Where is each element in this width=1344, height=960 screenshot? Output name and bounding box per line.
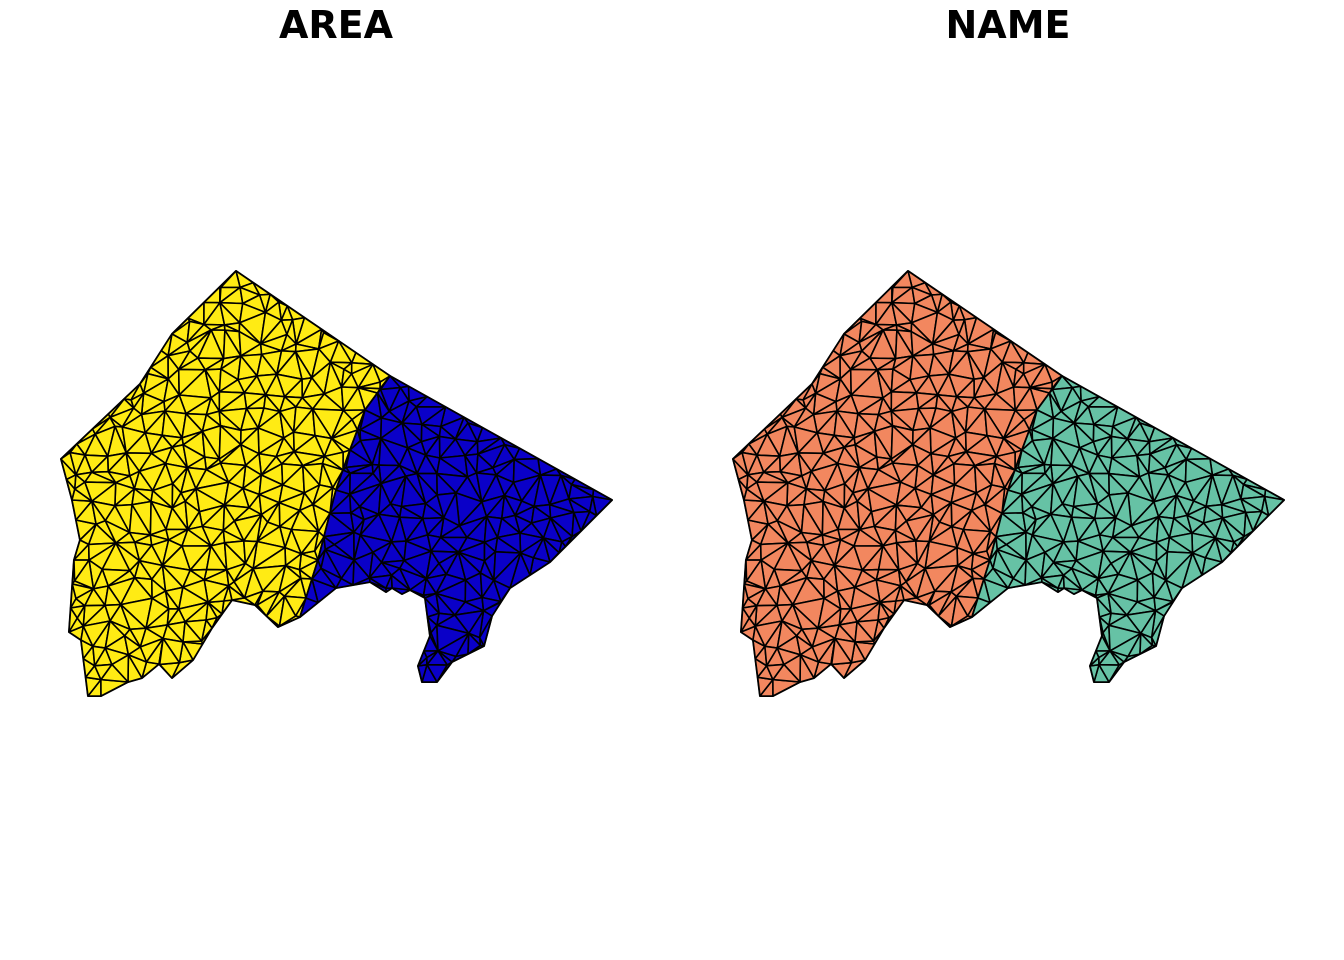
west-name-mesh-triangle [745,559,767,590]
west-name-mesh-triangle [854,620,875,643]
west-name-mesh-triangle [879,584,902,604]
east-name-mesh-triangle [1191,537,1217,559]
east-name-mesh-triangle [1153,596,1174,612]
west-name-mesh-triangle [830,661,853,679]
west-area-mesh-triangle [76,604,86,627]
west-name-mesh-triangle [765,663,785,681]
west-area-mesh-triangle [158,661,181,679]
west-area-mesh-triangle [205,601,218,621]
east-area-mesh-triangle [481,596,502,612]
west-name-mesh-triangle [799,646,820,663]
panel-title-area: AREA [278,3,394,47]
east-area-mesh-triangle [368,574,393,590]
west-name-mesh-triangle [776,647,802,666]
east-name-mesh-triangle [1243,511,1254,538]
east-name-mesh-triangle [1052,561,1073,576]
west-name-mesh-triangle [950,595,969,627]
east-name-mesh-triangle [1240,498,1263,514]
east-area-mesh-triangle [398,559,428,580]
west-area-mesh-triangle [243,567,264,599]
east-name-mesh-triangle [1260,495,1270,517]
east-area-mesh-triangle [426,650,449,666]
west-area-mesh-triangle [278,595,297,627]
west-name-mesh-triangle [875,285,893,304]
east-area-mesh-triangle [588,495,598,517]
west-name-mesh-triangle [830,637,853,666]
west-name-mesh-triangle [748,604,758,627]
east-name-mesh-triangle [1040,574,1065,590]
west-name-mesh-triangle [995,437,1016,458]
region-east-name [971,375,1285,683]
map-name [732,270,1285,697]
west-area-mesh-triangle [300,530,320,555]
west-area-mesh-triangle [207,584,230,604]
east-area-mesh-triangle [549,517,573,543]
west-area-mesh-triangle [93,663,113,681]
west-area-mesh-triangle [357,381,381,390]
east-area-mesh-triangle [568,498,591,514]
panel-title-name: NAME [945,3,1071,47]
map-area [60,270,613,697]
west-area-mesh-triangle [323,437,344,458]
west-area-mesh-triangle [73,559,95,590]
east-name-mesh-triangle [1214,537,1235,554]
east-area-mesh-triangle [467,632,482,647]
east-name-mesh-triangle [1139,632,1154,647]
east-area-mesh-triangle [437,632,470,658]
east-name-mesh-triangle [1070,559,1100,580]
west-area-mesh-triangle [203,285,221,304]
west-name-mesh-triangle [1029,381,1053,390]
west-name-mesh-triangle [915,567,936,599]
map-panel-name: NAME [672,0,1344,960]
west-name-mesh-triangle [877,601,890,621]
east-name-mesh-triangle [977,578,991,604]
east-area-mesh-triangle [571,511,582,538]
east-name-mesh-triangle [1221,517,1245,543]
east-name-mesh-triangle [992,548,1015,580]
west-area-mesh-triangle [330,409,353,440]
east-name-mesh-triangle [1109,632,1142,658]
west-name-mesh-triangle [892,270,913,289]
west-area-mesh-triangle [158,637,181,666]
west-area-mesh-triangle [182,620,203,643]
west-area-mesh-triangle [104,647,130,666]
east-area-mesh-triangle [305,578,319,604]
west-name-mesh-triangle [972,530,992,555]
west-area-mesh-triangle [220,270,241,289]
map-panel-area: AREA [60,3,613,697]
east-name-mesh-triangle [1094,577,1109,597]
east-area-mesh-triangle [519,537,545,559]
east-area-mesh-triangle [542,537,563,554]
east-name-mesh-triangle [1098,650,1121,666]
east-area-mesh-triangle [320,548,343,580]
east-area-mesh-triangle [380,561,401,576]
west-area-mesh-triangle [127,646,148,663]
east-area-mesh-triangle [422,577,437,597]
region-east-area [299,375,613,683]
west-name-mesh-triangle [1002,409,1025,440]
